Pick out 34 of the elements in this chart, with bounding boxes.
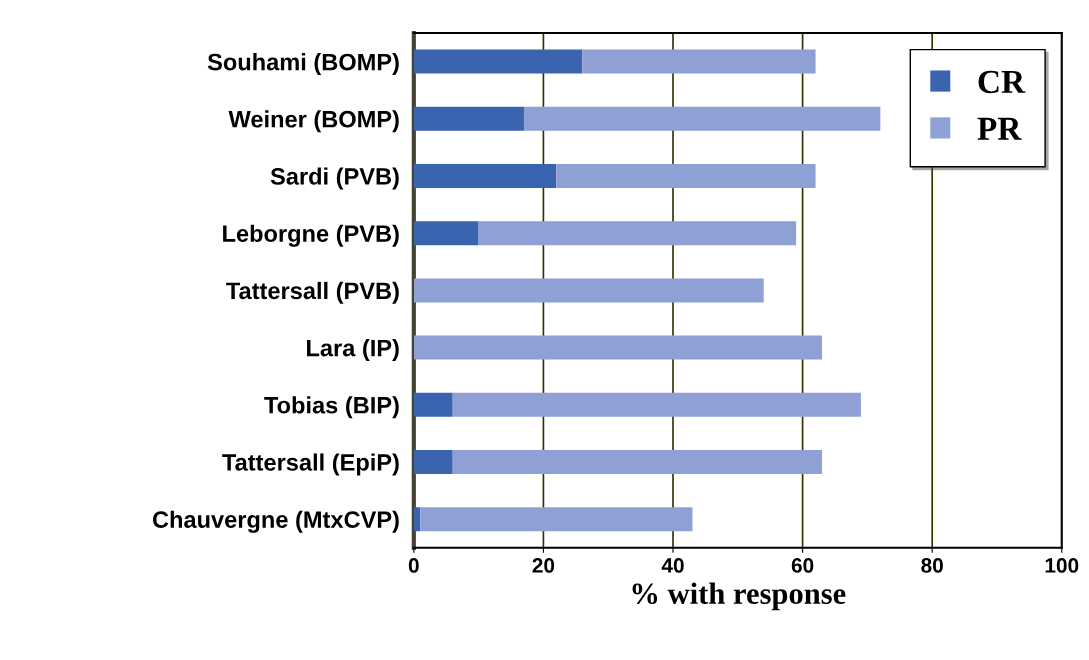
- bar: [452, 392, 861, 417]
- x-tick-label: 40: [661, 558, 684, 573]
- x-tick-label: 100: [1045, 558, 1079, 573]
- y-tick-label: Leborgne (PVB): [223, 224, 399, 247]
- legend-label: CR: [978, 70, 1026, 94]
- y-tick-label: Tobias (BIP): [264, 396, 399, 419]
- bar: [420, 507, 693, 532]
- bar: [582, 49, 816, 74]
- bar: [413, 507, 421, 532]
- x-tick-label: 80: [921, 558, 943, 573]
- bar: [413, 449, 453, 475]
- y-tick-label: Lara (IP): [307, 339, 399, 362]
- y-tick-label: Weiner (BOMP): [228, 110, 399, 133]
- y-tick-label: Tattersall (EpiP): [222, 453, 399, 476]
- x-tick-label: 20: [532, 558, 555, 573]
- bar: [413, 278, 764, 303]
- x-tick-label: 0: [408, 558, 419, 573]
- y-tick-label: Tattersall (PVB): [226, 281, 399, 304]
- y-tick-label: Souhami (BOMP): [207, 53, 399, 76]
- bar: [413, 335, 823, 360]
- x-axis-title: % with response: [632, 582, 846, 611]
- bar: [413, 221, 479, 246]
- bar: [452, 449, 823, 475]
- bar: [413, 392, 453, 417]
- x-tick-label: 60: [791, 558, 814, 573]
- bar: [413, 163, 557, 189]
- bar: [413, 106, 524, 131]
- bar: [478, 221, 797, 246]
- y-tick-label: Sardi (PVB): [270, 167, 399, 190]
- bar: [413, 49, 583, 74]
- legend-label: PR: [977, 117, 1022, 140]
- y-tick-label: Chauvergne (MtxCVP): [152, 510, 399, 533]
- bar: [556, 163, 816, 189]
- bar: [523, 106, 881, 131]
